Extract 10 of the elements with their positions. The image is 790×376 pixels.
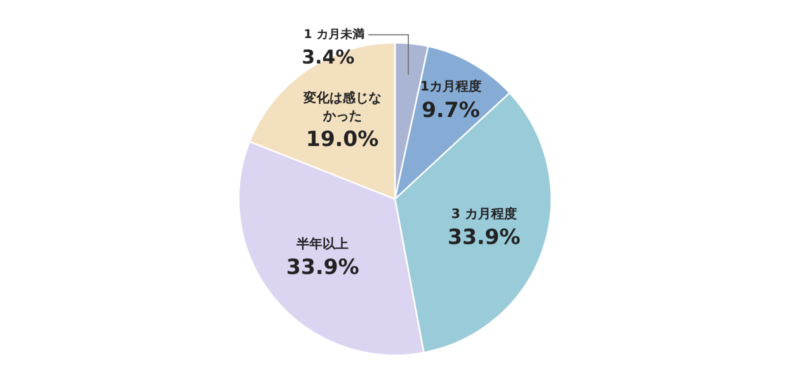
slice-label: 1 カ月未満 bbox=[304, 26, 364, 41]
data-label: 33.9% bbox=[448, 224, 520, 249]
slice-label: 3 カ月程度 bbox=[451, 206, 517, 222]
data-label: 9.7% bbox=[422, 98, 480, 122]
data-label: 3.4% bbox=[302, 46, 355, 69]
slice-label: 変化は感じなかった bbox=[302, 90, 382, 124]
slice-label: 半年以上 bbox=[296, 237, 349, 252]
slice-label: 1カ月程度 bbox=[420, 78, 482, 95]
data-label: 19.0% bbox=[306, 126, 379, 151]
data-label: 33.9% bbox=[286, 255, 360, 280]
